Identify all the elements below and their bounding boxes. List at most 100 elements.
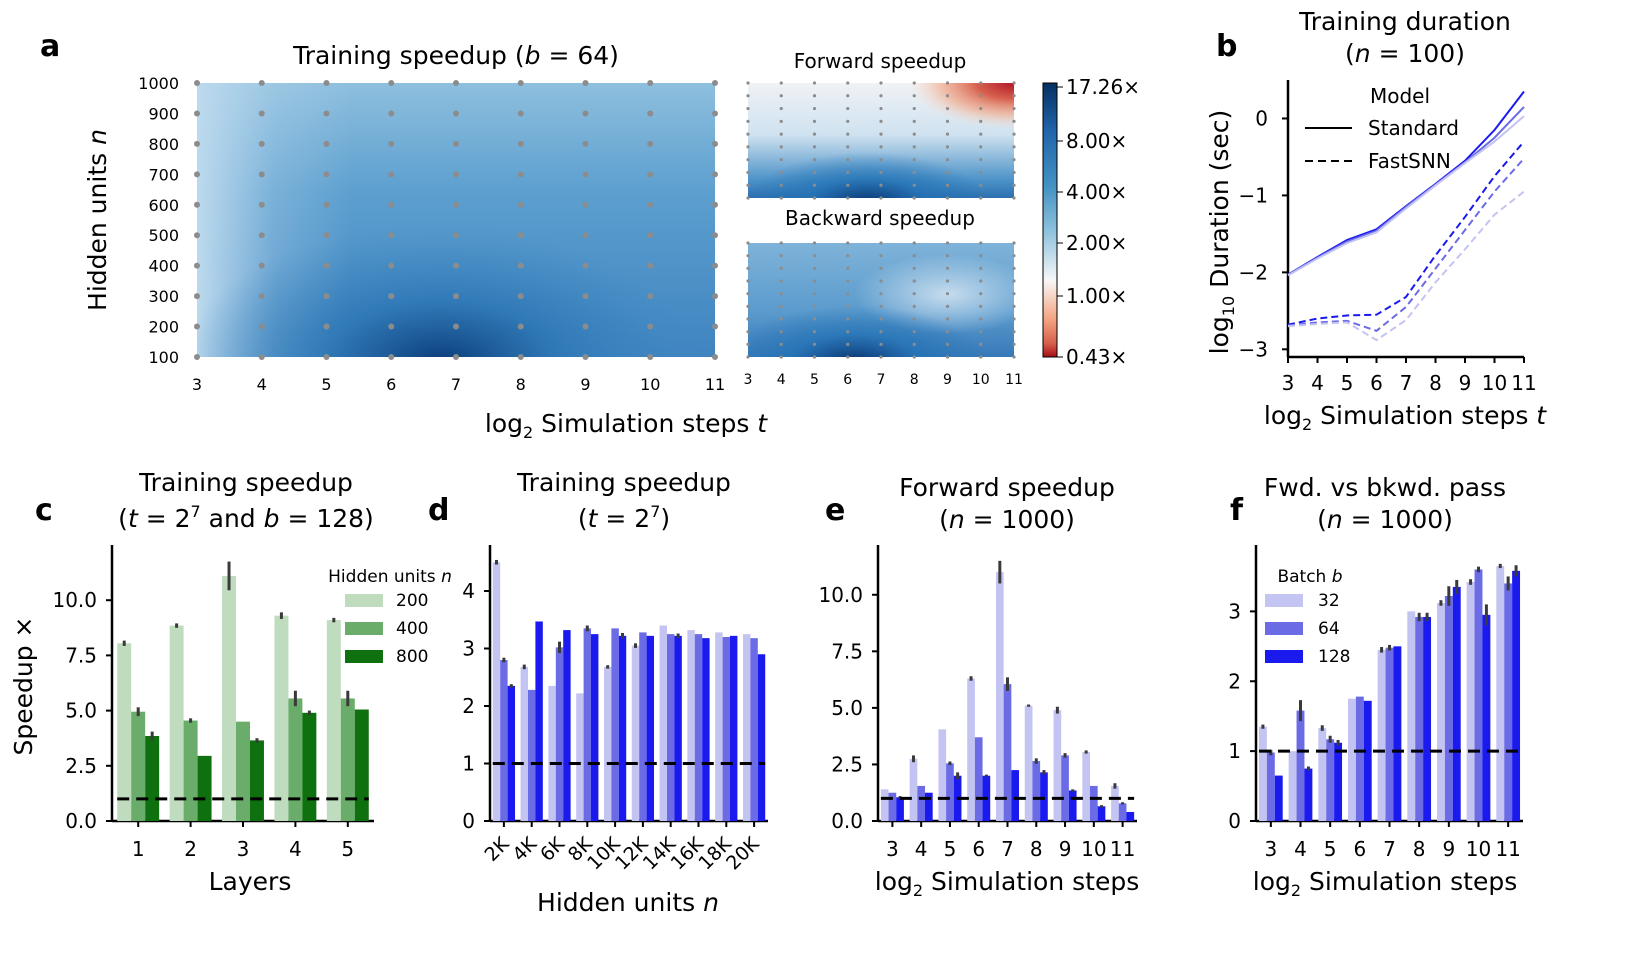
x-tick-label: 6 (1370, 371, 1383, 395)
bar (1304, 768, 1313, 821)
grid-dot (453, 110, 459, 117)
grid-dot-small (1012, 292, 1016, 296)
grid-dot-small (746, 119, 750, 123)
grid-dot-small (779, 132, 783, 136)
bar (1061, 755, 1069, 821)
grid-dot-small (912, 254, 916, 258)
grid-dot-small (846, 317, 850, 321)
x-tick-label: 8 (1030, 837, 1043, 861)
grid-dot (517, 171, 524, 178)
y-tick-label-800: 800 (148, 135, 179, 154)
x-tick-label: 10 (1466, 837, 1491, 861)
bar (1407, 611, 1416, 821)
grid-dot-small (846, 330, 850, 334)
grid-dot-small (1012, 330, 1016, 334)
y-tick-label: −2 (1239, 260, 1268, 284)
bar (1504, 583, 1513, 821)
legend-c-swatch-400 (345, 622, 383, 635)
grid-dot-small (979, 266, 983, 270)
grid-dot-small (879, 196, 883, 200)
grid-dot (517, 110, 524, 117)
y-tick-label: 3 (1228, 599, 1241, 623)
bar (563, 630, 571, 821)
grid-dot-small (1012, 196, 1016, 200)
bar (896, 797, 904, 821)
grid-dot-small (812, 330, 817, 334)
grid-dot-small (879, 241, 883, 245)
grid-dot-small (779, 317, 783, 321)
grid-dot-small (945, 81, 950, 85)
grid-dot-small (1012, 317, 1016, 321)
grid-dot (453, 140, 459, 147)
grid-dot-small (812, 158, 817, 162)
grid-dot-small (746, 342, 750, 346)
bar (1126, 811, 1135, 821)
grid-dot-small (812, 254, 817, 258)
grid-dot-small (779, 119, 783, 123)
grid-dot-small (1012, 355, 1016, 359)
y-tick-label: 10.0 (818, 583, 863, 607)
panel-c-ylabel: Speedup × (9, 617, 38, 756)
grid-dot (194, 110, 200, 117)
grid-dot-small (846, 304, 850, 308)
bar (1415, 616, 1424, 821)
bar (1496, 565, 1505, 821)
grid-dot-small (846, 81, 850, 85)
bar (520, 666, 528, 821)
grid-dot-small (1012, 94, 1016, 98)
grid-dot-small (812, 119, 817, 123)
x-tick-label-main-5: 5 (321, 375, 331, 394)
grid-dot (517, 354, 524, 360)
grid-dot-small (979, 158, 983, 162)
x-tick-label-small-8: 8 (910, 372, 919, 388)
x-tick-label: 20K (722, 833, 764, 875)
panel-a-title: Training speedup (b = 64) (292, 41, 619, 70)
grid-dot-small (912, 183, 916, 187)
bar (1363, 700, 1372, 821)
grid-dot-small (779, 158, 783, 162)
x-tick-label: 11 (1495, 837, 1520, 861)
bar (603, 666, 612, 821)
grid-dot (712, 232, 718, 239)
grid-dot-small (945, 330, 950, 334)
grid-dot-small (812, 292, 817, 296)
colorbar (1042, 82, 1058, 358)
grid-dot-small (812, 170, 817, 175)
grid-dot (647, 323, 654, 330)
grid-dot-small (812, 94, 817, 98)
heatmap-backward (748, 243, 1014, 357)
grid-dot-small (979, 132, 983, 136)
bar (500, 660, 508, 821)
grid-dot-small (779, 196, 783, 200)
bar (702, 638, 710, 821)
bar (1423, 616, 1432, 821)
grid-dot (194, 232, 200, 239)
grid-dot (194, 323, 200, 330)
y-tick-label: −3 (1239, 337, 1268, 361)
x-tick-label: 4 (289, 837, 302, 861)
grid-dot-small (1012, 145, 1016, 149)
grid-dot-small (779, 304, 783, 308)
grid-dot-small (779, 292, 783, 296)
x-tick-label: 6 (972, 837, 985, 861)
grid-dot-small (812, 145, 817, 149)
grid-dot-small (979, 355, 983, 359)
grid-dot-small (945, 317, 950, 321)
grid-dot-small (746, 317, 750, 321)
grid-dot-small (879, 292, 883, 296)
x-tick-label: 7 (1400, 371, 1413, 395)
grid-dot-small (912, 158, 916, 162)
grid-dot-small (1012, 279, 1016, 283)
bar (1266, 752, 1275, 821)
x-tick-label-small-4: 4 (777, 372, 786, 388)
grid-dot (517, 140, 524, 147)
y-tick-label-900: 900 (148, 104, 179, 123)
grid-dot-small (912, 81, 916, 85)
x-tick-label-small-7: 7 (877, 372, 886, 388)
grid-dot-small (1012, 304, 1016, 308)
panel-b-xlabel: log2 Simulation steps t (1264, 401, 1547, 434)
panel-b-plot: 0 −1 −2 −3 3 4 5 6 7 8 9 10 11 (1239, 80, 1537, 395)
y-tick-label-700: 700 (148, 165, 179, 184)
bar (1512, 570, 1521, 821)
panel-f-legend: Batch b 32 64 128 (1265, 567, 1350, 667)
